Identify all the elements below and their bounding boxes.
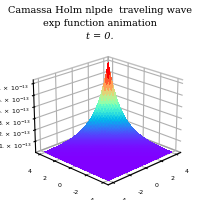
Text: exp function animation: exp function animation — [43, 19, 157, 28]
Text: t = 0.: t = 0. — [86, 32, 114, 41]
Text: Camassa Holm nlpde  traveling wave: Camassa Holm nlpde traveling wave — [8, 6, 192, 15]
